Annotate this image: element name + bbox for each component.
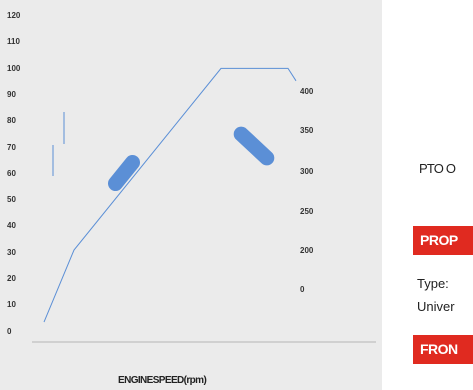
range-marker [108,155,140,191]
y-tick-label: 90 [7,89,16,99]
y-tick-label: 80 [7,116,16,126]
series-line [43,67,297,323]
type-label: Type: [417,276,449,291]
y-right-tick-label: 250 [300,207,314,216]
y-tick-label: 10 [7,300,16,310]
y-tick-label: 0 [7,326,12,336]
section-header-front: FRON [413,335,473,364]
y-tick-label: 30 [7,247,16,257]
plot-area [32,67,376,343]
section-title: FRON [420,341,458,357]
y-right-tick-label: 350 [300,126,314,135]
x-axis-label: ENGINESPEED(rpm) [118,375,207,386]
right-panel: PTO O PROP Type: Univer FRON [382,0,473,390]
range-marker [233,126,275,166]
y-right-tick-label: 200 [300,246,314,255]
y-tick-label: 60 [7,168,16,178]
y-right-tick-label: 0 [300,285,305,294]
y-right-tick-label: 300 [300,167,314,176]
chart-panel: 120 110 100 90 80 70 60 50 40 30 20 10 0 400 350 300 25… [0,0,382,390]
section-title: PROP [420,232,458,248]
y-tick-label: 20 [7,274,16,283]
y-tick-label: 120 [7,11,21,20]
y-tick-label: 50 [7,195,16,205]
y-right-tick-label: 400 [300,87,314,96]
y-tick-label: 40 [7,221,16,231]
y-tick-label: 110 [7,37,20,47]
y-tick-label: 100 [7,63,21,73]
y-tick-label: 70 [7,142,16,152]
pto-text: PTO O [419,161,456,176]
section-header-prop: PROP [413,226,473,255]
type-value: Univer [417,299,455,314]
